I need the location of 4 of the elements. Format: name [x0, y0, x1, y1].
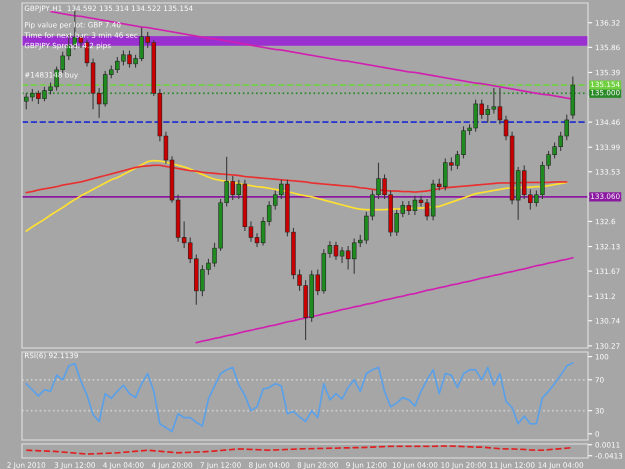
line-series [25, 164, 568, 194]
line-series [195, 256, 574, 344]
line-series [25, 160, 568, 232]
line-series [25, 362, 574, 432]
